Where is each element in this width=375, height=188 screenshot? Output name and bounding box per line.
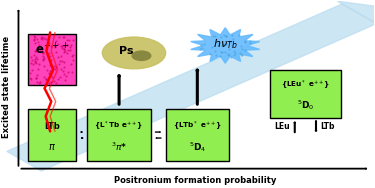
FancyBboxPatch shape bbox=[87, 109, 151, 161]
Text: LEu: LEu bbox=[274, 122, 290, 131]
FancyBboxPatch shape bbox=[166, 109, 229, 161]
Text: $^5$D$_4$: $^5$D$_4$ bbox=[189, 140, 206, 154]
Text: $^3\pi$*: $^3\pi$* bbox=[111, 141, 127, 153]
Text: $^5$D$_0$: $^5$D$_0$ bbox=[297, 98, 314, 112]
Text: e$^{+++}$: e$^{+++}$ bbox=[34, 43, 69, 58]
Text: Positronium formation probability: Positronium formation probability bbox=[114, 177, 277, 185]
Circle shape bbox=[102, 37, 166, 69]
Polygon shape bbox=[191, 28, 260, 63]
Text: LTb: LTb bbox=[44, 122, 60, 131]
Polygon shape bbox=[337, 1, 375, 26]
FancyBboxPatch shape bbox=[28, 109, 76, 161]
Text: Excited state lifetime: Excited state lifetime bbox=[2, 36, 10, 138]
Text: {LTb$^*$ e$^{++}$}: {LTb$^*$ e$^{++}$} bbox=[173, 120, 222, 133]
Text: LTb: LTb bbox=[321, 122, 335, 131]
Text: $\pi$: $\pi$ bbox=[48, 142, 56, 152]
Text: Ps: Ps bbox=[119, 46, 134, 56]
Text: {LEu$^*$ e$^{++}$}: {LEu$^*$ e$^{++}$} bbox=[281, 79, 330, 92]
Polygon shape bbox=[7, 4, 375, 171]
FancyBboxPatch shape bbox=[28, 34, 76, 85]
Text: $h\nu_{Tb}$: $h\nu_{Tb}$ bbox=[213, 37, 237, 51]
Circle shape bbox=[132, 51, 151, 60]
FancyBboxPatch shape bbox=[270, 70, 341, 118]
Text: {L$^*$Tb e$^{++}$}: {L$^*$Tb e$^{++}$} bbox=[94, 120, 144, 133]
